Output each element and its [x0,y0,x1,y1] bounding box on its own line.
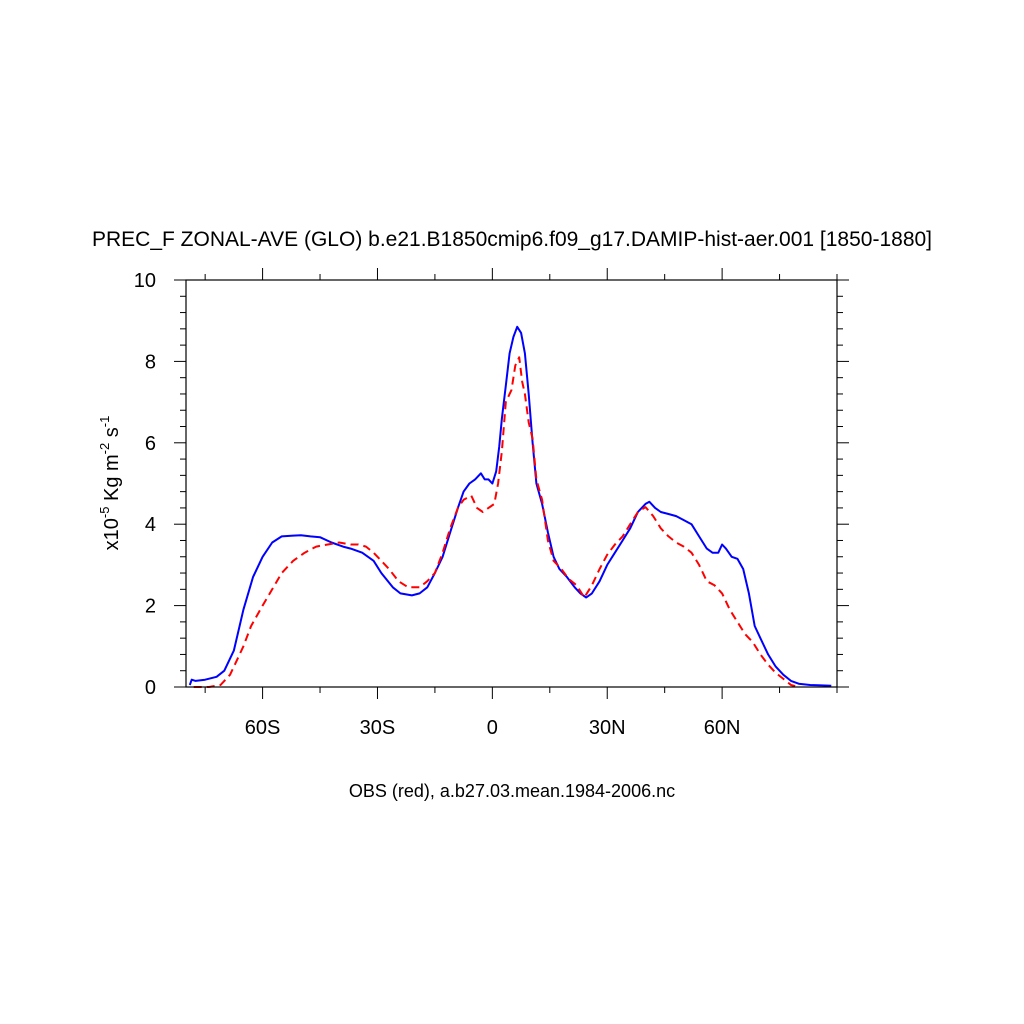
chart-footer: OBS (red), a.b27.03.mean.1984-2006.nc [349,781,675,801]
y-tick-label: 4 [145,514,156,536]
axes: 60S 30S 0 30N 60N 0 2 4 6 8 10 [134,268,849,739]
plot-frame [185,279,838,688]
y-label-exp-m: -2 [97,443,112,455]
y-label-exp: -5 [97,507,112,519]
y-label-exp-s: -1 [97,416,112,428]
x-tick-label: 30N [589,717,626,739]
x-tick-label: 0 [487,717,498,739]
x-tick-label: 60N [704,717,741,739]
y-axis-label: x10-5 Kg m-2 s-1 [97,416,123,551]
y-tick-label: 0 [145,677,156,699]
plot-data [188,325,832,688]
y-tick-label: 10 [134,270,156,292]
y-label-unit-a: Kg m [101,454,123,506]
x-tick-label: 30S [360,717,396,739]
y-label-prefix: x10 [101,518,123,550]
y-tick-label: 6 [145,433,156,455]
chart-title: PREC_F ZONAL-AVE (GLO) b.e21.B1850cmip6.… [92,228,932,251]
x-tick-label: 60S [245,717,281,739]
series-line-1 [188,325,832,687]
y-tick-label: 2 [145,596,156,618]
y-tick-label: 8 [145,351,156,373]
y-label-unit-b: s [101,427,123,443]
